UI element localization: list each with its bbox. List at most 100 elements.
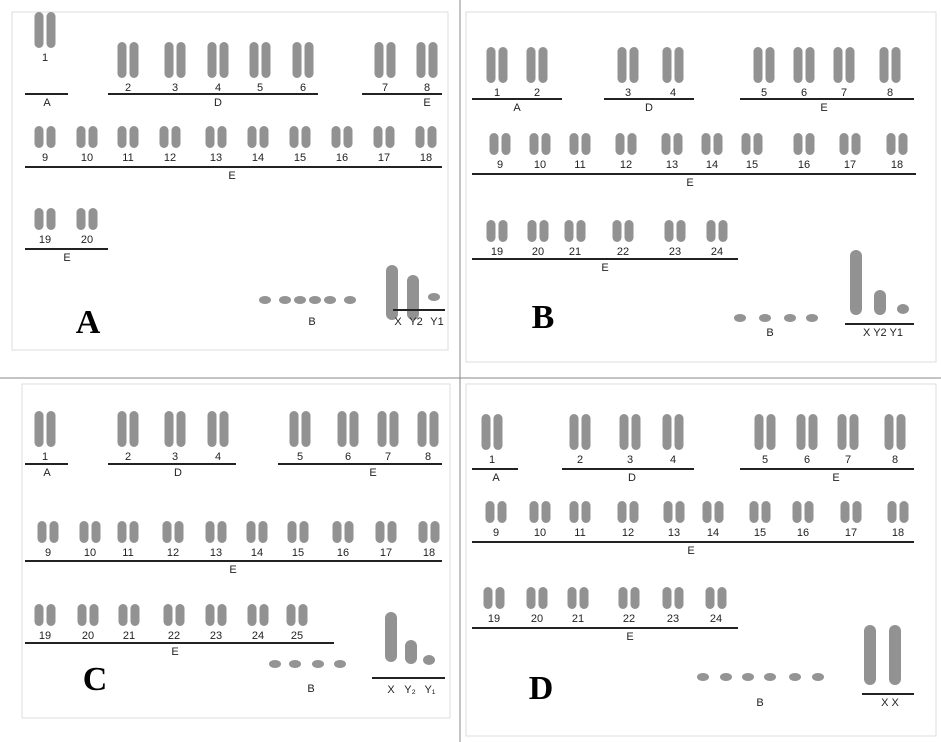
chromosome <box>805 47 815 83</box>
chromosome-number: 11 <box>574 159 585 171</box>
chromosome-number: 2 <box>577 454 583 466</box>
chromosome-number: 17 <box>380 547 392 559</box>
chromosome-number: 7 <box>382 82 388 94</box>
chromosome <box>852 501 862 523</box>
chromosome <box>498 47 508 83</box>
chromosome-number: 15 <box>292 547 304 559</box>
group-label: A <box>492 472 500 484</box>
b-chromosome <box>344 296 356 304</box>
panel-letter: A <box>76 304 101 341</box>
chromosome-number: 7 <box>385 451 391 463</box>
chromosome <box>753 47 763 83</box>
chromosome <box>37 521 47 543</box>
chromosome-number: 14 <box>706 159 718 171</box>
chromosome-number: 11 <box>122 152 133 164</box>
chromosome <box>579 587 589 609</box>
chromosome <box>486 220 496 242</box>
chromosome-number: 16 <box>336 152 348 164</box>
chromosome-number: 8 <box>424 82 430 94</box>
chromosome-number: 8 <box>425 451 431 463</box>
chromosome <box>205 521 215 543</box>
chromosome <box>615 133 625 155</box>
chromosome <box>676 220 686 242</box>
chromosome-number: 4 <box>670 87 676 99</box>
chromosome <box>837 414 847 450</box>
chromosome <box>331 126 341 148</box>
chromosome <box>76 208 86 230</box>
chromosome-number: 9 <box>497 159 503 171</box>
chromosome <box>129 521 139 543</box>
chromosome <box>130 604 140 626</box>
chromosome <box>171 126 181 148</box>
chromosome <box>618 587 628 609</box>
chromosome <box>301 126 311 148</box>
chromosome <box>418 521 428 543</box>
chromosome-number: 10 <box>534 159 546 171</box>
chromosome <box>261 42 271 78</box>
chromosome-number: 13 <box>668 527 680 539</box>
chromosome <box>538 47 548 83</box>
chromosome-number: 8 <box>887 87 893 99</box>
chromosome <box>217 604 227 626</box>
chromosome <box>415 126 425 148</box>
chromosome-number: 12 <box>622 527 634 539</box>
chromosome <box>176 42 186 78</box>
chromosome-number: 14 <box>707 527 719 539</box>
group-label: E <box>687 545 694 557</box>
chromosome <box>630 587 640 609</box>
chromosome <box>705 587 715 609</box>
chromosome <box>289 126 299 148</box>
chromosome <box>741 133 751 155</box>
b-chromosome <box>324 296 336 304</box>
b-chromosome <box>734 314 746 322</box>
chromosome-number: 16 <box>798 159 810 171</box>
chromosome <box>299 521 309 543</box>
chromosome-number: 20 <box>82 630 94 642</box>
chromosome <box>701 133 711 155</box>
chromosome <box>287 521 297 543</box>
chromosome <box>851 133 861 155</box>
chromosome-number: 10 <box>81 152 93 164</box>
chromosome-number: 5 <box>761 87 767 99</box>
group-label: A <box>43 97 51 109</box>
chromosome-number: 2 <box>534 87 540 99</box>
group-label: D <box>214 97 222 109</box>
group-label: E <box>423 97 430 109</box>
chromosome-number: 12 <box>167 547 179 559</box>
b-chromosome <box>312 660 324 668</box>
chromosome <box>889 625 901 685</box>
chromosome-number: 20 <box>81 234 93 246</box>
chromosome <box>849 414 859 450</box>
chromosome <box>46 12 56 48</box>
chromosome <box>483 587 493 609</box>
chromosome <box>249 42 259 78</box>
chromosome <box>624 220 634 242</box>
chromosome <box>569 133 579 155</box>
chromosome <box>298 604 308 626</box>
chromosome-number: 24 <box>710 613 722 625</box>
chromosome <box>887 501 897 523</box>
chromosome-number: 24 <box>711 246 723 258</box>
panel-letter: D <box>529 670 554 707</box>
chromosome-number: 9 <box>493 527 499 539</box>
chromosome <box>526 47 536 83</box>
chromosome <box>129 411 139 447</box>
chromosome <box>529 133 539 155</box>
panel-frame <box>11 11 449 351</box>
chromosome-number: 21 <box>572 613 584 625</box>
chromosome <box>804 501 814 523</box>
chromosome <box>808 414 818 450</box>
chromosome <box>301 411 311 447</box>
chromosome <box>304 42 314 78</box>
chromosome <box>884 414 894 450</box>
chromosome <box>897 304 909 314</box>
b-chromosome <box>697 673 709 681</box>
chromosome-number: 23 <box>669 246 681 258</box>
chromosome <box>34 12 44 48</box>
group-label: E <box>832 472 839 484</box>
chromosome <box>417 411 427 447</box>
chromosome <box>163 604 173 626</box>
chromosome-number: 1 <box>489 454 495 466</box>
chromosome <box>386 265 398 320</box>
